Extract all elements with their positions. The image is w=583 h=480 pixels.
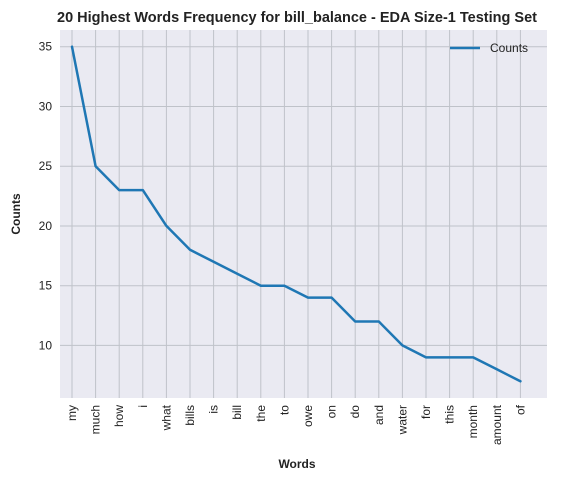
x-tick-label: and	[372, 405, 386, 425]
legend-label-counts: Counts	[490, 41, 528, 55]
x-axis-label: Words	[278, 457, 315, 471]
y-tick-label: 10	[39, 338, 53, 352]
x-tick-label: do	[348, 405, 362, 419]
x-tick-labels: my much how i what bills is bill the to owe on do and…	[65, 404, 527, 445]
x-tick-label: how	[112, 405, 126, 427]
series-line-counts	[70, 45, 522, 383]
y-axis-label: Counts	[9, 193, 23, 235]
x-tick-label: of	[513, 404, 527, 415]
x-tick-label: much	[89, 405, 103, 434]
x-tick-label: i	[136, 405, 150, 408]
y-tick-label: 20	[39, 219, 53, 233]
x-tick-label: what	[159, 404, 173, 431]
x-tick-label: this	[443, 405, 457, 424]
x-tick-label: to	[277, 405, 291, 415]
y-tick-labels: 10 15 20 25 30 35	[39, 40, 53, 353]
series-layer	[70, 45, 522, 383]
legend: Counts	[450, 41, 528, 55]
x-tick-label: the	[254, 405, 268, 422]
x-tick-label: water	[395, 405, 409, 435]
x-tick-label: bill	[230, 405, 244, 420]
grid-layer	[60, 30, 547, 398]
x-tick-label: my	[65, 405, 79, 421]
x-tick-label: bills	[183, 405, 197, 426]
x-tick-label: month	[466, 405, 480, 438]
x-tick-label: amount	[490, 404, 504, 445]
x-tick-label: on	[325, 405, 339, 418]
x-tick-label: is	[207, 405, 221, 414]
y-tick-label: 35	[39, 40, 53, 54]
chart-title: 20 Highest Words Frequency for bill_bala…	[57, 10, 537, 26]
x-tick-label: for	[419, 405, 433, 419]
y-tick-label: 15	[39, 279, 53, 293]
y-tick-label: 30	[39, 99, 53, 113]
y-tick-label: 25	[39, 159, 53, 173]
x-tick-label: owe	[301, 405, 315, 427]
plot-area	[60, 30, 547, 398]
